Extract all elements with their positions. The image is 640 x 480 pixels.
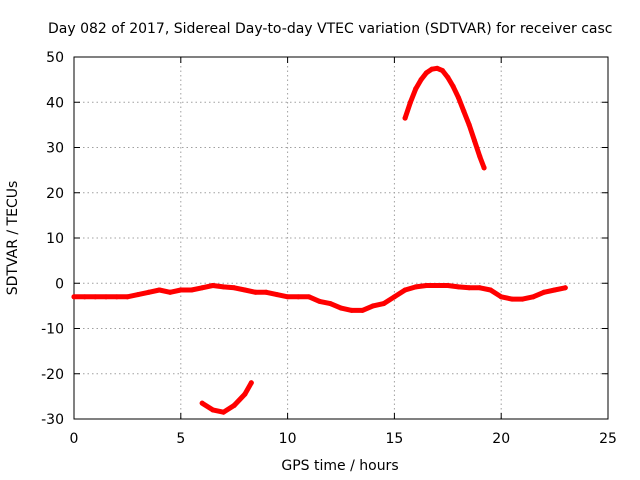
data-point-main-trace	[541, 289, 547, 295]
data-point-upper-arc	[455, 95, 461, 101]
data-point-main-trace	[295, 294, 301, 300]
y-tick-label: -10	[41, 322, 64, 338]
data-point-main-trace	[317, 298, 323, 304]
data-point-main-trace	[167, 289, 173, 295]
data-point-main-trace	[242, 287, 248, 293]
data-point-main-trace	[124, 294, 130, 300]
data-point-main-trace	[263, 289, 269, 295]
data-point-main-trace	[359, 307, 365, 313]
series-line-upper-arc	[402, 65, 487, 171]
data-point-main-trace	[274, 292, 280, 298]
data-point-main-trace	[466, 285, 472, 291]
data-point-main-trace	[285, 294, 291, 300]
data-point-main-trace	[370, 303, 376, 309]
data-point-upper-arc	[461, 108, 467, 114]
data-point-upper-arc	[450, 83, 456, 89]
data-point-main-trace	[306, 294, 312, 300]
data-point-main-trace	[199, 285, 205, 291]
grid	[74, 57, 608, 419]
data-point-upper-arc	[472, 138, 477, 144]
data-point-upper-arc	[434, 65, 440, 71]
y-tick-label: 40	[46, 95, 64, 111]
data-point-upper-arc	[466, 122, 472, 128]
data-point-upper-arc	[402, 115, 408, 121]
data-point-main-trace	[114, 294, 120, 300]
data-point-main-trace	[327, 301, 333, 307]
data-point-upper-arc	[481, 165, 487, 171]
data-point-main-trace	[349, 307, 355, 313]
series-line-lower-arc	[199, 380, 254, 415]
data-point-main-trace	[253, 289, 259, 295]
y-tick-label: -30	[41, 412, 64, 428]
data-point-main-trace	[381, 301, 387, 307]
data-point-main-trace	[210, 283, 216, 289]
data-point-upper-arc	[445, 74, 451, 80]
data-point-main-trace	[488, 287, 494, 293]
data-point-main-trace	[423, 283, 429, 289]
y-tick-label: 50	[46, 50, 64, 66]
data-point-lower-arc	[199, 400, 205, 406]
chart-title: Day 082 of 2017, Sidereal Day-to-day VTE…	[48, 21, 612, 37]
x-axis-label: GPS time / hours	[281, 458, 398, 474]
x-tick-label: 20	[492, 431, 510, 447]
data-point-main-trace	[156, 287, 162, 293]
data-point-main-trace	[92, 294, 98, 300]
x-tick-label: 25	[599, 431, 617, 447]
data-point-lower-arc	[242, 391, 248, 397]
data-point-main-trace	[221, 284, 227, 290]
data-point-upper-arc	[413, 86, 419, 92]
x-tick-label: 5	[176, 431, 185, 447]
data-point-upper-arc	[439, 68, 445, 74]
data-point-main-trace	[552, 287, 558, 293]
data-point-upper-arc	[418, 77, 424, 83]
y-tick-label: 10	[46, 231, 64, 247]
data-point-main-trace	[231, 285, 237, 291]
y-axis-label: SDTVAR / TECUs	[5, 181, 21, 296]
data-point-main-trace	[402, 287, 408, 293]
data-point-upper-arc	[407, 99, 413, 105]
y-tick-label: 20	[46, 186, 64, 202]
data-point-main-trace	[413, 284, 419, 290]
data-point-upper-arc	[429, 66, 435, 72]
data-point-upper-arc	[423, 70, 429, 76]
data-point-main-trace	[530, 294, 536, 300]
data-point-main-trace	[455, 284, 461, 290]
x-tick-label: 15	[385, 431, 403, 447]
series-group	[71, 65, 568, 415]
x-tick-label: 10	[279, 431, 297, 447]
data-point-main-trace	[391, 294, 397, 300]
data-point-main-trace	[520, 296, 526, 302]
data-point-main-trace	[509, 296, 515, 302]
data-point-main-trace	[338, 305, 344, 311]
data-point-main-trace	[103, 294, 109, 300]
data-point-main-trace	[498, 294, 504, 300]
data-point-main-trace	[477, 285, 483, 291]
data-point-main-trace	[135, 292, 141, 298]
y-tick-label: 30	[46, 141, 64, 157]
data-point-lower-arc	[248, 380, 254, 386]
data-point-main-trace	[445, 283, 451, 289]
data-point-main-trace	[188, 287, 194, 293]
data-point-main-trace	[146, 289, 152, 295]
y-tick-label: 0	[55, 276, 64, 292]
data-point-main-trace	[434, 283, 440, 289]
data-point-main-trace	[82, 294, 88, 300]
data-point-lower-arc	[210, 407, 216, 413]
x-tick-label: 0	[70, 431, 79, 447]
data-point-lower-arc	[231, 402, 237, 408]
data-point-main-trace	[178, 287, 184, 293]
data-point-main-trace	[562, 285, 568, 291]
axis-ticks: 0 5 10 15 20 25 -30 -20 -10 0 10 20 30 40 50	[41, 50, 617, 447]
y-tick-label: -20	[41, 367, 64, 383]
data-point-upper-arc	[477, 154, 483, 160]
data-point-main-trace	[71, 294, 77, 300]
data-point-lower-arc	[221, 409, 227, 415]
